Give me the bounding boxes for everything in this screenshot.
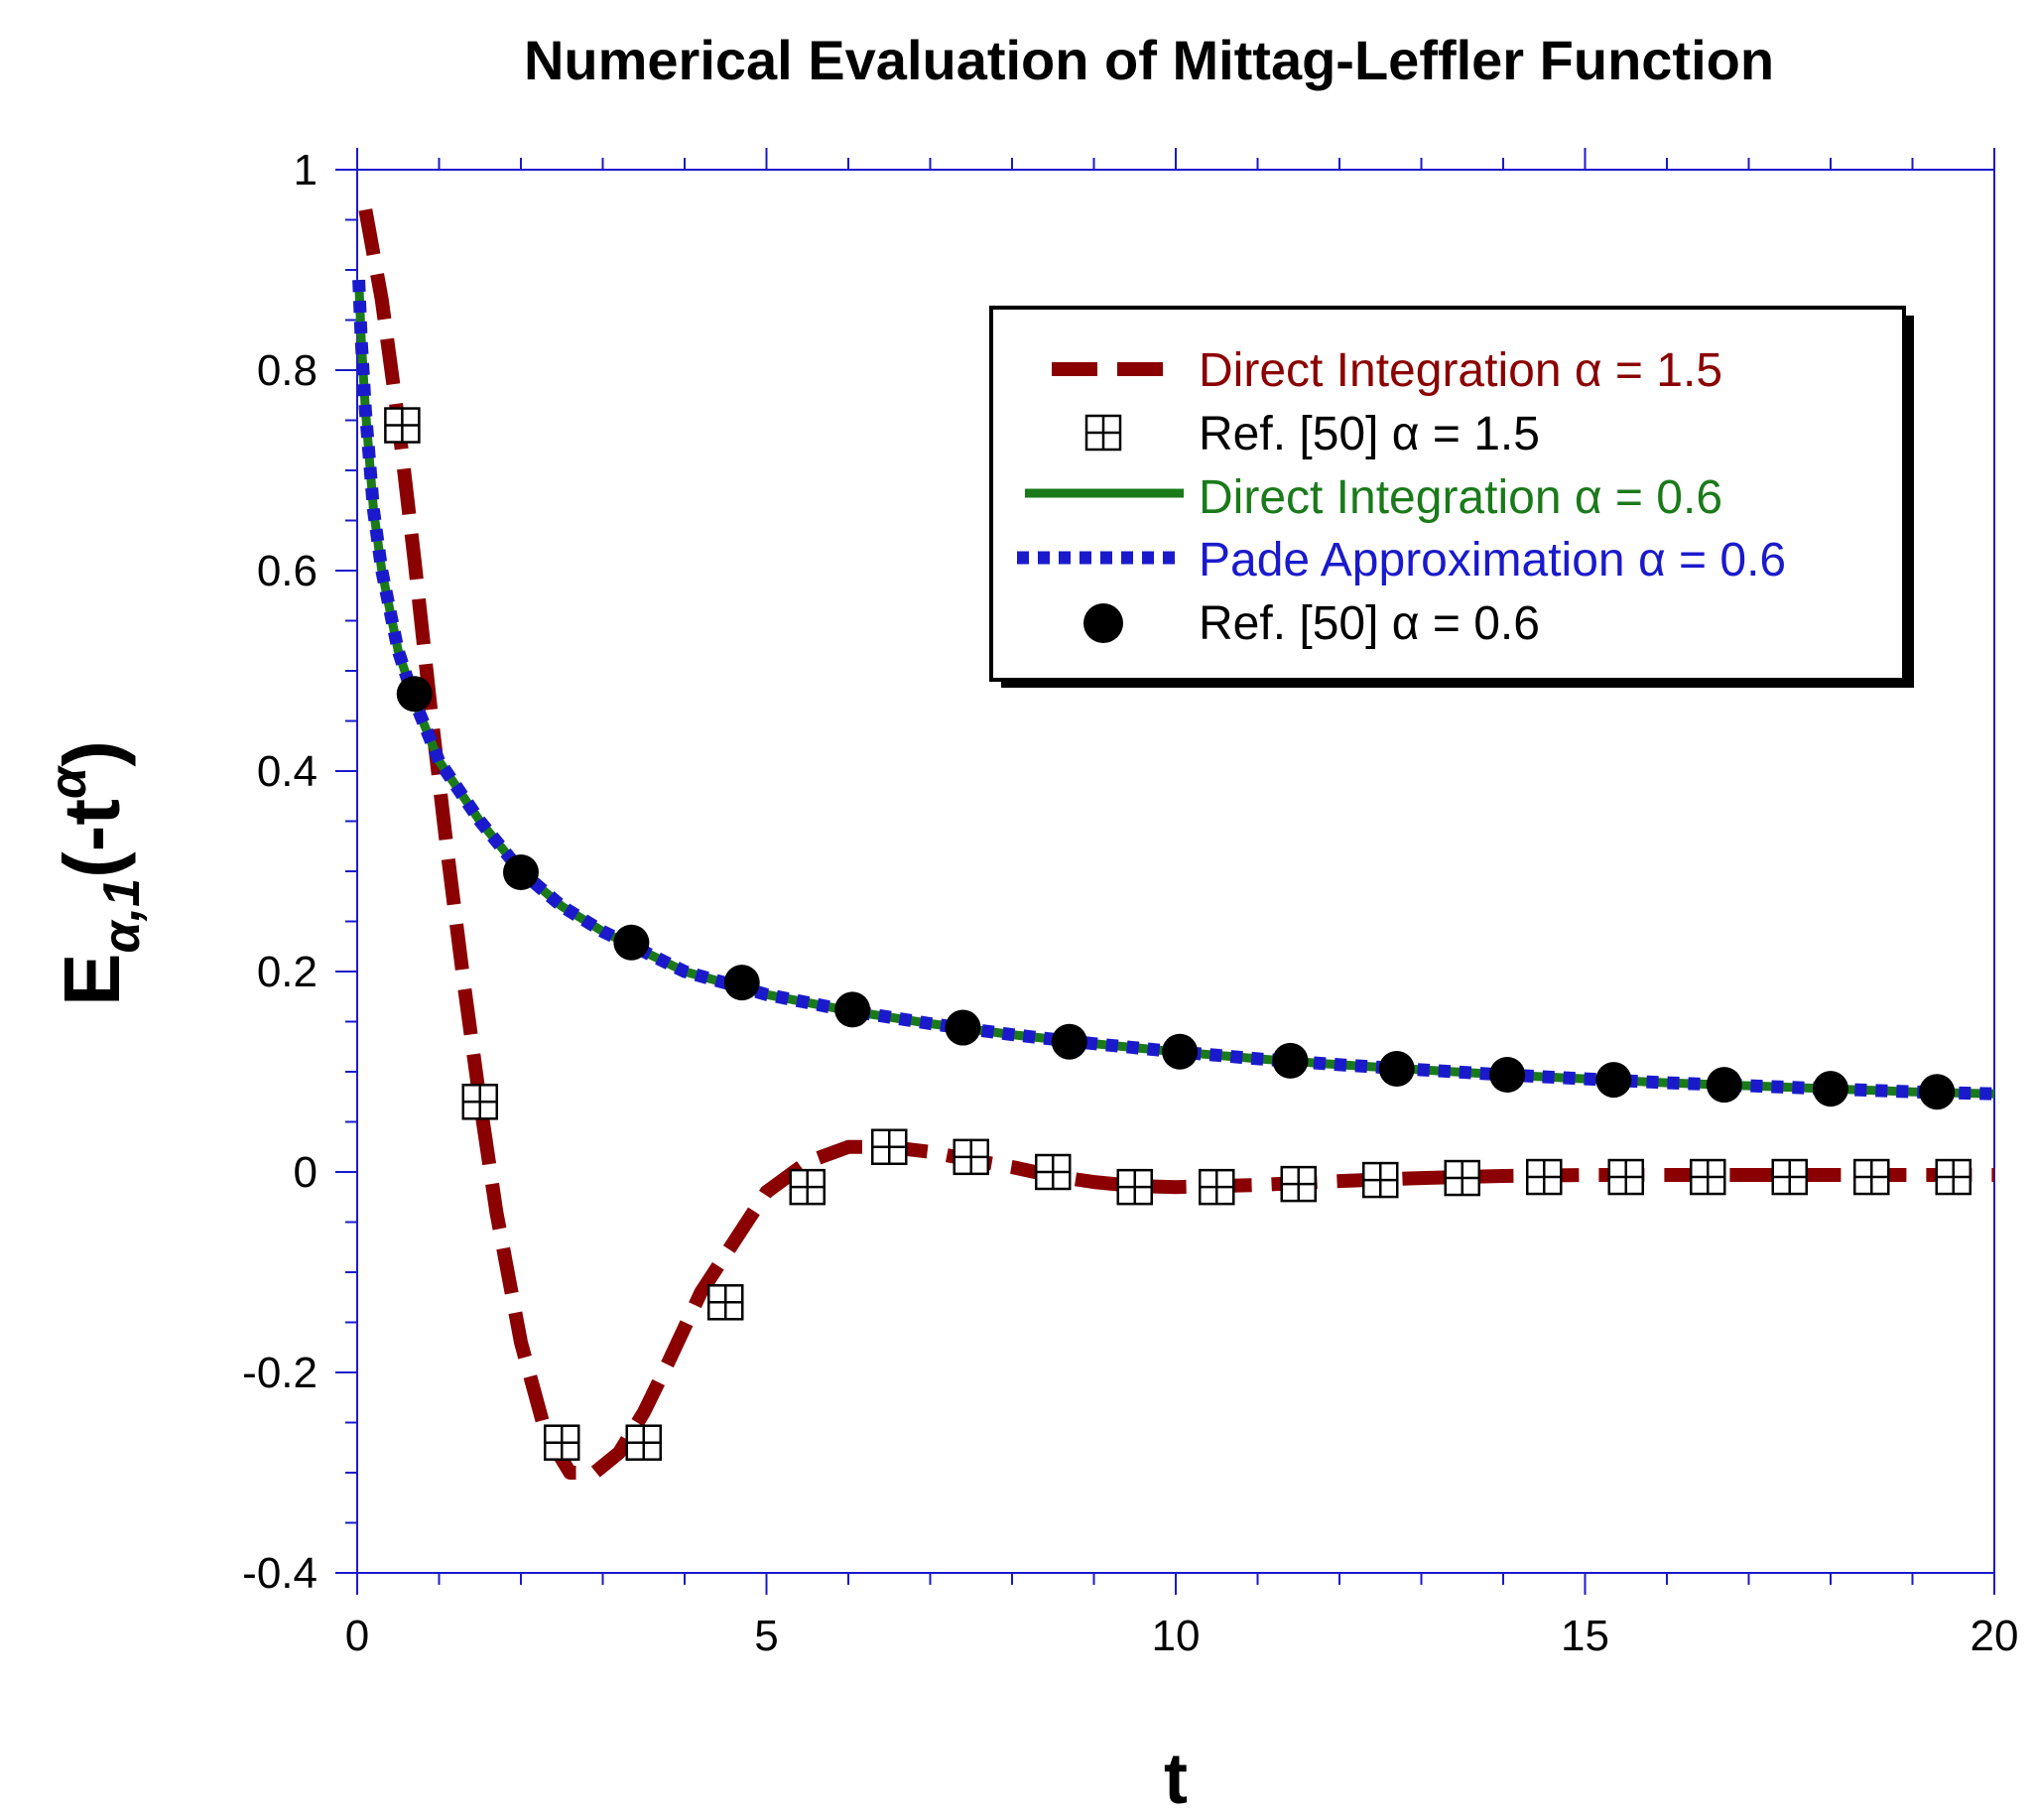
legend-swatch-ref-1-5 [1084, 414, 1122, 452]
data-point-circle [1162, 1033, 1199, 1070]
chart-title: Numerical Evaluation of Mittag-Leffler F… [524, 29, 1774, 91]
data-point-boxed-plus [1771, 1158, 1808, 1196]
data-point-circle [1272, 1042, 1309, 1079]
y-axis-title-base: E [48, 954, 136, 1006]
y-axis-title-arg-close: ) [48, 740, 136, 767]
data-point-circle [1489, 1057, 1526, 1094]
data-point-circle [1595, 1062, 1632, 1099]
y-tick-label: 0.8 [257, 346, 318, 395]
data-point-circle [1051, 1023, 1087, 1060]
data-point-boxed-plus [1116, 1168, 1153, 1206]
data-point-boxed-plus [1199, 1168, 1235, 1206]
data-point-boxed-plus [1280, 1165, 1317, 1203]
data-point-boxed-plus [1607, 1158, 1644, 1196]
legend-label-direct-0-6: Direct Integration α = 0.6 [1199, 471, 1722, 524]
legend-swatch-ref-0-6 [1083, 603, 1123, 643]
y-tick-label: 0.4 [257, 747, 318, 796]
legend: Direct Integration α = 1.5 Ref. [50] α =… [989, 306, 1914, 688]
y-tick-label: 0 [294, 1148, 318, 1197]
x-axis-title: t [1164, 1740, 1188, 1819]
data-point-boxed-plus [789, 1168, 826, 1206]
data-point-circle [613, 924, 650, 961]
data-point-circle [1378, 1050, 1415, 1087]
y-axis-title-sub: α,1 [93, 878, 151, 954]
legend-label-ref-0-6: Ref. [50] α = 0.6 [1199, 597, 1540, 650]
data-point-boxed-plus [625, 1424, 662, 1461]
x-tick-label: 0 [345, 1612, 369, 1660]
data-point-boxed-plus [1035, 1153, 1072, 1191]
y-axis-title-arg-open: (-t [48, 799, 136, 878]
data-point-boxed-plus [461, 1084, 498, 1120]
x-tick-label: 5 [754, 1612, 778, 1660]
data-point-circle [945, 1009, 981, 1046]
series-1 [384, 407, 1971, 1461]
data-point-boxed-plus [1444, 1159, 1480, 1197]
data-point-circle [1813, 1071, 1848, 1107]
y-tick-label: 0.2 [257, 948, 318, 996]
data-point-circle [723, 965, 760, 1001]
series-line [352, 279, 1995, 1101]
data-point-boxed-plus [1935, 1158, 1971, 1196]
data-point-boxed-plus [1362, 1161, 1399, 1199]
legend-label-direct-1-5: Direct Integration α = 1.5 [1199, 344, 1722, 397]
y-axis-title: Eα,1(-tα) [40, 740, 151, 1006]
data-point-boxed-plus [953, 1138, 989, 1176]
x-tick-label: 15 [1561, 1612, 1609, 1660]
series-layer [352, 208, 1995, 1480]
x-tick-label: 10 [1152, 1612, 1201, 1660]
data-point-circle [1706, 1067, 1742, 1104]
data-point-circle [1919, 1074, 1956, 1110]
data-point-circle [503, 854, 539, 891]
series-4 [396, 676, 1956, 1110]
legend-label-ref-1-5: Ref. [50] α = 1.5 [1199, 408, 1540, 460]
axis-ticks: 0 5 10 15 20 -0.4 -0.2 0 0.2 0.4 0.6 0.8 1 [242, 146, 2018, 1660]
y-tick-label: 0.6 [257, 547, 318, 595]
data-point-boxed-plus [707, 1284, 744, 1321]
data-point-circle [396, 676, 433, 713]
data-point-circle [834, 991, 871, 1028]
data-point-boxed-plus [1853, 1158, 1890, 1196]
y-tick-label: 1 [294, 146, 318, 195]
data-point-boxed-plus [871, 1128, 908, 1165]
data-point-boxed-plus [1526, 1158, 1563, 1196]
series-3 [352, 279, 1995, 1101]
y-axis-title-sup: α [40, 764, 97, 799]
data-point-boxed-plus [1690, 1158, 1726, 1196]
data-point-boxed-plus [544, 1424, 580, 1461]
x-tick-label: 20 [1971, 1612, 2019, 1660]
data-point-boxed-plus [384, 407, 421, 444]
legend-label-pade-0-6: Pade Approximation α = 0.6 [1199, 534, 1786, 586]
y-tick-label: -0.4 [242, 1549, 318, 1598]
y-tick-label: -0.2 [242, 1349, 318, 1397]
